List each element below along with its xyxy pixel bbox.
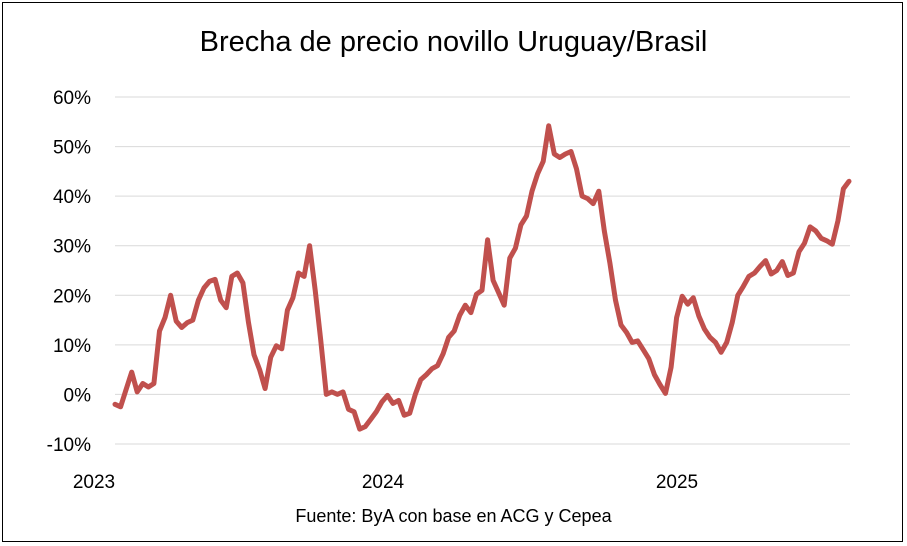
- x-axis-ticks: 2023 2024 2025: [73, 472, 698, 493]
- x-tick-label: 2024: [362, 472, 405, 493]
- y-axis-ticks: 60% 50% 40% 30% 20% 10% 0% -10%: [47, 88, 91, 456]
- series: [112, 123, 852, 432]
- y-tick-label: 0%: [64, 385, 92, 406]
- y-tick-label: 60%: [53, 88, 91, 109]
- x-tick-label: 2023: [73, 472, 115, 493]
- series-line: [112, 123, 852, 432]
- y-tick-label: 40%: [53, 187, 91, 208]
- source-note: Fuente: ByA con base en ACG y Cepea: [295, 506, 612, 526]
- y-tick-label: 50%: [53, 138, 91, 159]
- y-tick-label: -10%: [47, 435, 91, 456]
- y-tick-label: 10%: [53, 336, 91, 357]
- y-tick-label: 20%: [53, 286, 91, 307]
- chart-title: Brecha de precio novillo Uruguay/Brasil: [199, 26, 708, 58]
- y-tick-label: 30%: [53, 237, 91, 258]
- x-tick-label: 2025: [656, 472, 698, 493]
